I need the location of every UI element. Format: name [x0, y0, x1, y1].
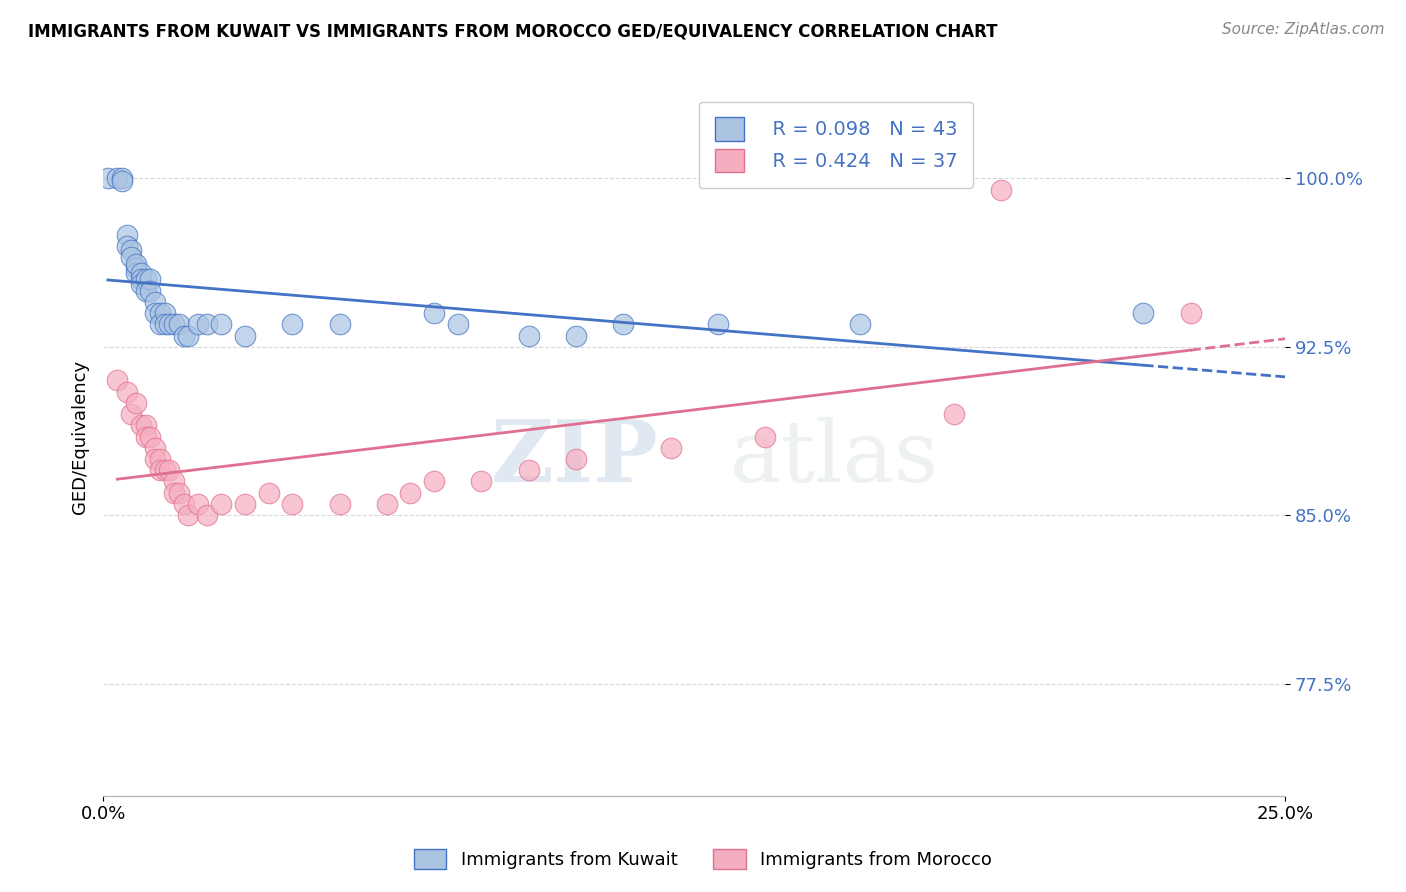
- Point: [97, 171, 120, 186]
- Point: [105, 374, 128, 388]
- Point: [115, 384, 138, 399]
- Point: [187, 318, 209, 332]
- Point: [195, 318, 218, 332]
- Point: [707, 318, 730, 332]
- Text: Source: ZipAtlas.com: Source: ZipAtlas.com: [1222, 22, 1385, 37]
- Point: [612, 318, 634, 332]
- Point: [565, 452, 588, 467]
- Point: [153, 318, 176, 332]
- Text: IMMIGRANTS FROM KUWAIT VS IMMIGRANTS FROM MOROCCO GED/EQUIVALENCY CORRELATION CH: IMMIGRANTS FROM KUWAIT VS IMMIGRANTS FRO…: [28, 22, 998, 40]
- Point: [135, 429, 157, 443]
- Point: [115, 227, 138, 242]
- Point: [173, 497, 195, 511]
- Text: ZIP: ZIP: [491, 417, 658, 500]
- Point: [143, 441, 166, 455]
- Point: [105, 171, 128, 186]
- Point: [163, 485, 186, 500]
- Point: [121, 407, 143, 421]
- Point: [281, 318, 304, 332]
- Point: [139, 429, 162, 443]
- Point: [423, 475, 446, 489]
- Point: [423, 306, 446, 320]
- Point: [990, 183, 1012, 197]
- Point: [111, 171, 134, 186]
- Point: [129, 266, 152, 280]
- Point: [139, 272, 162, 286]
- Point: [149, 306, 172, 320]
- Point: [125, 257, 148, 271]
- Point: [129, 277, 152, 291]
- Point: [517, 328, 540, 343]
- Point: [135, 272, 157, 286]
- Text: atlas: atlas: [730, 417, 939, 500]
- Point: [163, 475, 186, 489]
- Point: [125, 261, 148, 276]
- Point: [328, 497, 350, 511]
- Point: [129, 418, 152, 433]
- Point: [565, 328, 588, 343]
- Point: [375, 497, 398, 511]
- Point: [125, 396, 148, 410]
- Point: [153, 463, 176, 477]
- Point: [659, 441, 682, 455]
- Point: [173, 328, 195, 343]
- Point: [143, 294, 166, 309]
- Point: [328, 318, 350, 332]
- Point: [1180, 306, 1202, 320]
- Point: [125, 266, 148, 280]
- Y-axis label: GED/Equivalency: GED/Equivalency: [72, 359, 89, 514]
- Point: [943, 407, 966, 421]
- Point: [470, 475, 492, 489]
- Legend:   R = 0.098   N = 43,   R = 0.424   N = 37: R = 0.098 N = 43, R = 0.424 N = 37: [699, 102, 973, 188]
- Point: [149, 463, 172, 477]
- Point: [143, 306, 166, 320]
- Point: [143, 452, 166, 467]
- Point: [163, 318, 186, 332]
- Point: [167, 485, 190, 500]
- Point: [157, 318, 180, 332]
- Point: [517, 463, 540, 477]
- Point: [149, 318, 172, 332]
- Point: [153, 306, 176, 320]
- Point: [195, 508, 218, 523]
- Point: [257, 485, 280, 500]
- Point: [149, 452, 172, 467]
- Point: [139, 284, 162, 298]
- Point: [121, 250, 143, 264]
- Point: [121, 244, 143, 258]
- Point: [754, 429, 776, 443]
- Point: [129, 272, 152, 286]
- Point: [1132, 306, 1154, 320]
- Legend: Immigrants from Kuwait, Immigrants from Morocco: Immigrants from Kuwait, Immigrants from …: [405, 839, 1001, 879]
- Point: [281, 497, 304, 511]
- Point: [135, 418, 157, 433]
- Point: [399, 485, 422, 500]
- Point: [209, 497, 232, 511]
- Point: [447, 318, 470, 332]
- Point: [167, 318, 190, 332]
- Point: [135, 284, 157, 298]
- Point: [233, 328, 256, 343]
- Point: [233, 497, 256, 511]
- Point: [115, 239, 138, 253]
- Point: [209, 318, 232, 332]
- Point: [848, 318, 870, 332]
- Point: [111, 174, 134, 188]
- Point: [187, 497, 209, 511]
- Point: [157, 463, 180, 477]
- Point: [177, 508, 200, 523]
- Point: [177, 328, 200, 343]
